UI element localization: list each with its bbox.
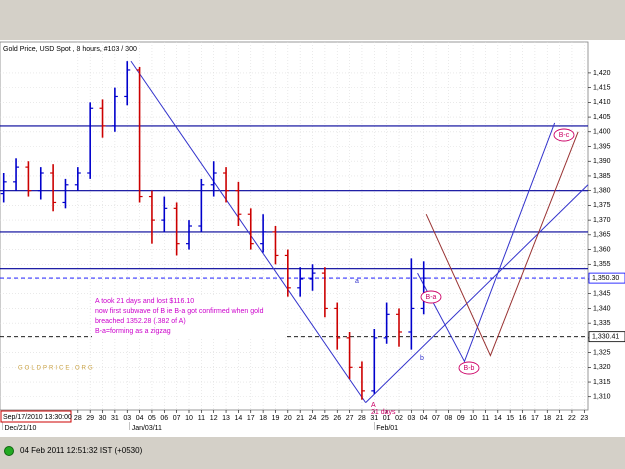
x-tick-label: 25 (321, 415, 329, 422)
note-line: breached 1352.28 (.382 of A) (95, 318, 186, 325)
x-tick-label: 19 (272, 415, 280, 422)
x-tick-label: 28 (74, 415, 82, 422)
level-label-box (588, 331, 625, 343)
trend-line (425, 131, 579, 357)
wave-label: b (420, 355, 424, 362)
y-tick-label: 1,340 (593, 305, 611, 312)
x-tick-label: 15 (506, 415, 514, 422)
y-tick-label: 1,380 (593, 188, 611, 195)
x-tick-label: 30 (99, 415, 107, 422)
x-tick-label: 29 (86, 415, 94, 422)
x-tick-label: 17 (247, 415, 255, 422)
x-tick-label: 12 (210, 415, 218, 422)
y-tick-label: 1,415 (593, 84, 611, 91)
toolbar (0, 0, 625, 40)
x-tick-label: 21 (556, 415, 564, 422)
x-tick-label: 18 (543, 415, 551, 422)
period-label: Feb/01 (376, 425, 398, 432)
x-tick-label: 17 (531, 415, 539, 422)
trend-line (365, 184, 589, 403)
y-tick-label: 1,375 (593, 202, 611, 209)
x-tick-label: 02 (395, 415, 403, 422)
x-tick-label: 11 (198, 415, 205, 422)
x-tick-label: 14 (235, 415, 243, 422)
x-tick-label: 07 (173, 415, 181, 422)
x-tick-label: 04 (136, 415, 144, 422)
status-bar (0, 437, 625, 469)
wave-circle-label: B-c (559, 132, 570, 139)
wave-label: 21 days (371, 409, 396, 416)
x-tick-label: 28 (358, 415, 366, 422)
y-tick-label: 1,365 (593, 232, 611, 239)
wave-label: a (355, 278, 359, 285)
plot-area (0, 41, 589, 411)
x-tick-label: 03 (123, 415, 131, 422)
cursor-box (0, 410, 72, 423)
y-tick-label: 1,405 (593, 114, 611, 121)
note-line: A took 21 days and lost $116.10 (95, 298, 194, 305)
x-tick-label: 21 (296, 415, 304, 422)
status-icon (4, 446, 14, 456)
x-tick-label: 27 (346, 415, 354, 422)
x-tick-label: 08 (445, 415, 453, 422)
x-tick-label: 16 (519, 415, 527, 422)
note-box (92, 295, 284, 339)
y-tick-label: 1,385 (593, 173, 611, 180)
level-label: 1,350.30 (592, 275, 619, 282)
y-tick-label: 1,370 (593, 217, 611, 224)
watermark: GOLDPRICE.ORG (18, 366, 95, 372)
x-tick-label: 11 (482, 415, 489, 422)
x-tick-label: 14 (494, 415, 502, 422)
trend-line (130, 60, 367, 403)
y-tick-label: 1,360 (593, 246, 611, 253)
x-tick-label: 23 (580, 415, 588, 422)
period-label: Dec/21/10 (4, 425, 36, 432)
period-label: Jan/03/11 (132, 425, 162, 432)
x-tick-label: 18 (259, 415, 267, 422)
note-line: now first subwave of B ie B-a got confir… (95, 308, 264, 315)
cursor-time: Sep/17/2010 13:30:00 (3, 414, 72, 421)
chart-title: Gold Price, USD Spot , 8 hours, #103 / 3… (3, 46, 137, 53)
y-tick-label: 1,320 (593, 364, 611, 371)
x-tick-label: 07 (432, 415, 440, 422)
x-tick-label: 10 (469, 415, 477, 422)
y-tick-label: 1,400 (593, 129, 611, 136)
x-tick-label: 31 (370, 415, 378, 422)
x-tick-label: 20 (284, 415, 292, 422)
y-tick-label: 1,345 (593, 291, 611, 298)
wave-label: A (371, 402, 376, 409)
y-tick-label: 1,420 (593, 70, 611, 77)
x-tick-label: 03 (407, 415, 415, 422)
x-tick-label: 01 (383, 415, 391, 422)
y-tick-label: 1,335 (593, 320, 611, 327)
x-tick-label: 22 (568, 415, 576, 422)
wave-circle-label: B-a (426, 294, 437, 301)
x-tick-label: 26 (333, 415, 341, 422)
wave-circle (458, 361, 480, 375)
x-tick-label: 06 (160, 415, 168, 422)
note-line: B-a=forming as a zigzag (95, 328, 171, 335)
wave-circle-label: B-b (464, 365, 475, 372)
wave-circle (553, 128, 575, 142)
y-tick-label: 1,315 (593, 379, 611, 386)
y-tick-label: 1,395 (593, 143, 611, 150)
x-tick-label: 24 (309, 415, 317, 422)
wave-circle (420, 290, 442, 304)
y-tick-label: 1,410 (593, 99, 611, 106)
y-tick-label: 1,390 (593, 158, 611, 165)
level-label-box (588, 272, 625, 284)
status-time: 04 Feb 2011 12:51:32 IST (+0530) (20, 446, 143, 455)
y-tick-label: 1,310 (593, 394, 611, 401)
x-tick-label: 09 (457, 415, 465, 422)
x-tick-label: 05 (148, 415, 156, 422)
y-tick-label: 1,325 (593, 349, 611, 356)
x-tick-label: 10 (185, 415, 193, 422)
level-label: 1,330.41 (592, 334, 619, 341)
x-tick-label: 04 (420, 415, 428, 422)
x-tick-label: 13 (222, 415, 230, 422)
x-tick-label: 31 (111, 415, 119, 422)
y-tick-label: 1,355 (593, 261, 611, 268)
